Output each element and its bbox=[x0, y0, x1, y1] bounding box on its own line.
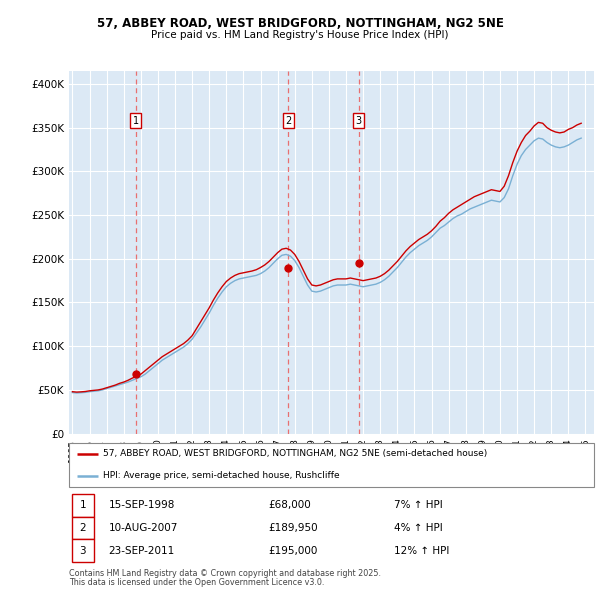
Text: 57, ABBEY ROAD, WEST BRIDGFORD, NOTTINGHAM, NG2 5NE (semi-detached house): 57, ABBEY ROAD, WEST BRIDGFORD, NOTTINGH… bbox=[103, 449, 487, 458]
Text: £68,000: £68,000 bbox=[269, 500, 311, 510]
Text: Contains HM Land Registry data © Crown copyright and database right 2025.: Contains HM Land Registry data © Crown c… bbox=[69, 569, 381, 578]
Text: Price paid vs. HM Land Registry's House Price Index (HPI): Price paid vs. HM Land Registry's House … bbox=[151, 31, 449, 40]
Text: 7% ↑ HPI: 7% ↑ HPI bbox=[395, 500, 443, 510]
Text: 2: 2 bbox=[79, 523, 86, 533]
Text: 3: 3 bbox=[355, 116, 362, 126]
FancyBboxPatch shape bbox=[69, 442, 594, 487]
Text: 3: 3 bbox=[79, 546, 86, 556]
Text: HPI: Average price, semi-detached house, Rushcliffe: HPI: Average price, semi-detached house,… bbox=[103, 471, 340, 480]
Text: £189,950: £189,950 bbox=[269, 523, 318, 533]
Text: 1: 1 bbox=[133, 116, 139, 126]
Text: 4% ↑ HPI: 4% ↑ HPI bbox=[395, 523, 443, 533]
Text: 12% ↑ HPI: 12% ↑ HPI bbox=[395, 546, 450, 556]
FancyBboxPatch shape bbox=[71, 494, 94, 517]
Text: 1: 1 bbox=[79, 500, 86, 510]
FancyBboxPatch shape bbox=[71, 517, 94, 539]
Text: 57, ABBEY ROAD, WEST BRIDGFORD, NOTTINGHAM, NG2 5NE: 57, ABBEY ROAD, WEST BRIDGFORD, NOTTINGH… bbox=[97, 17, 503, 30]
Text: £195,000: £195,000 bbox=[269, 546, 318, 556]
Text: 15-SEP-1998: 15-SEP-1998 bbox=[109, 500, 175, 510]
Text: 10-AUG-2007: 10-AUG-2007 bbox=[109, 523, 178, 533]
FancyBboxPatch shape bbox=[71, 539, 94, 562]
Text: This data is licensed under the Open Government Licence v3.0.: This data is licensed under the Open Gov… bbox=[69, 578, 325, 588]
Text: 2: 2 bbox=[285, 116, 291, 126]
Text: 23-SEP-2011: 23-SEP-2011 bbox=[109, 546, 175, 556]
